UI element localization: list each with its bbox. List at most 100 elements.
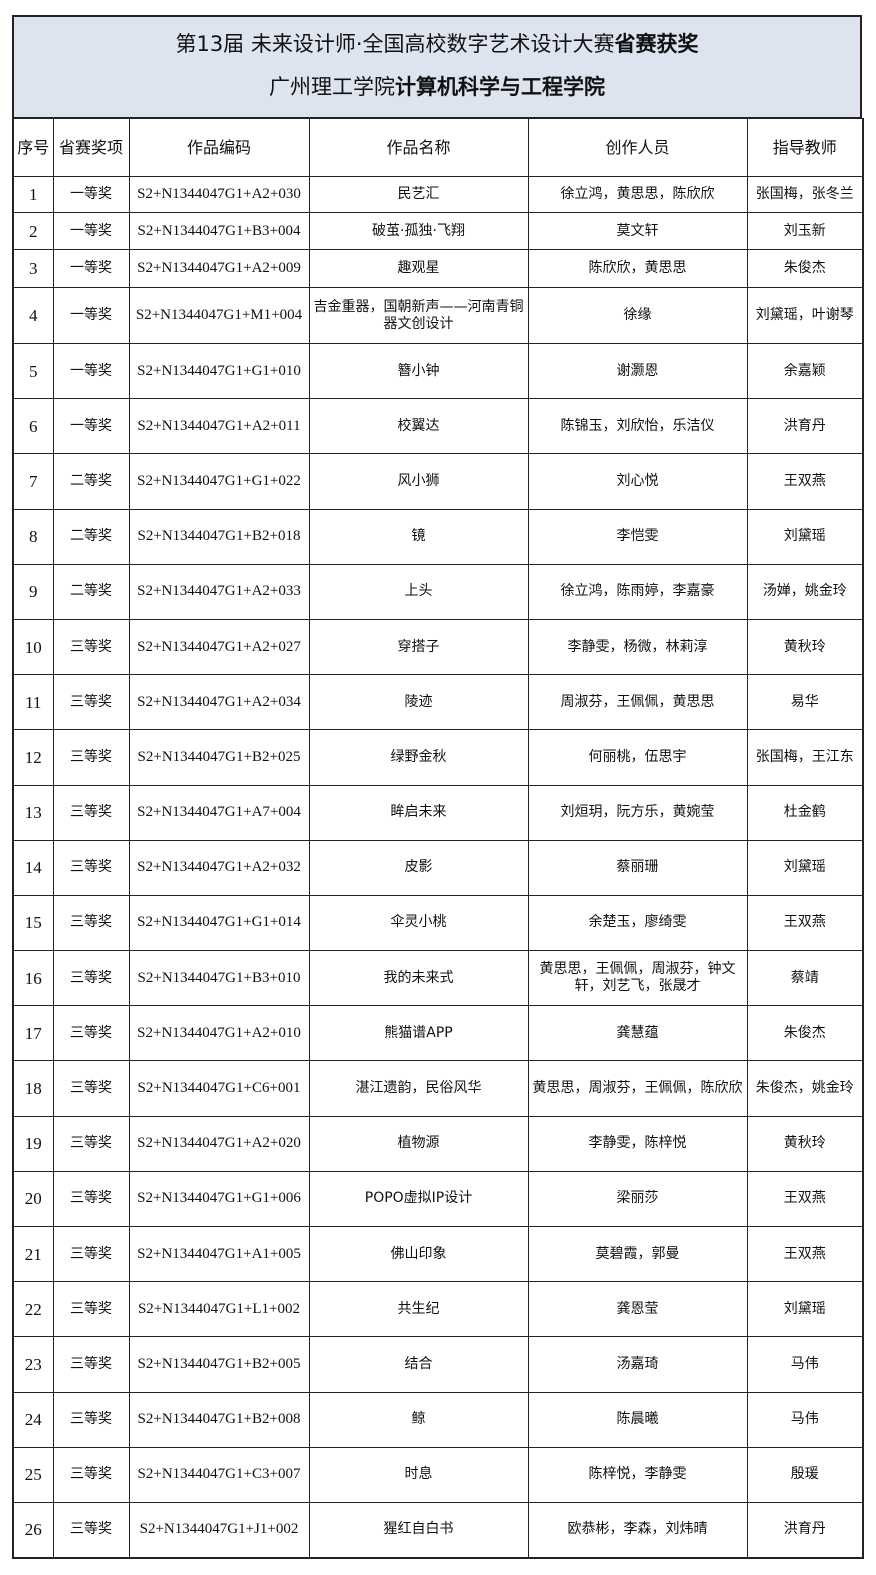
index-cell: 18 (12, 1060, 54, 1117)
code-cell: S2+N1344047G1+G1+010 (128, 342, 310, 400)
table-row: 15 三等奖 S2+N1344047G1+G1+014 伞灵小桃 余楚玉，廖绮雯 王双燕 (12, 894, 864, 952)
advisor-cell: 王双燕 (746, 1170, 864, 1228)
advisor-cell: 马伟 (746, 1336, 864, 1393)
index-cell: 5 (12, 342, 54, 400)
work-cell: 湛江遗韵，民俗风华 (308, 1060, 529, 1117)
award-cell: 一等奖 (52, 398, 130, 455)
subtitle-line: 广州理工学院计算机科学与工程学院 (14, 55, 860, 98)
work-cell: 镜 (308, 508, 529, 565)
advisor-cell: 王双燕 (746, 1225, 864, 1283)
code-cell: S2+N1344047G1+A2+020 (128, 1115, 310, 1172)
index-cell: 22 (12, 1281, 54, 1338)
advisor-cell: 蔡靖 (746, 950, 864, 1007)
code-cell: S2+N1344047G1+L1+002 (128, 1281, 310, 1338)
creators-cell: 李恺雯 (527, 508, 748, 565)
award-cell: 三等奖 (52, 674, 130, 731)
code-cell: S2+N1344047G1+B2+008 (128, 1391, 310, 1448)
work-cell: 陵迹 (308, 674, 529, 731)
table-row: 13 三等奖 S2+N1344047G1+A7+004 眸启未来 刘烜玥，阮方乐，黄婉莹… (12, 784, 864, 841)
award-cell: 一等奖 (52, 249, 130, 288)
code-cell: S2+N1344047G1+A2+032 (128, 839, 310, 896)
award-cell: 三等奖 (52, 1225, 130, 1283)
advisor-cell: 刘黛瑶，叶谢琴 (746, 287, 864, 344)
work-cell: 结合 (308, 1336, 529, 1393)
award-cell: 三等奖 (52, 1446, 130, 1503)
index-cell: 15 (12, 894, 54, 952)
index-cell: 19 (12, 1115, 54, 1172)
work-cell: 上头 (308, 563, 529, 620)
code-cell: S2+N1344047G1+A2+009 (128, 249, 310, 288)
award-cell: 三等奖 (52, 618, 130, 676)
creators-cell: 何丽桃，伍思宇 (527, 729, 748, 786)
advisor-cell: 朱俊杰，姚金玲 (746, 1060, 864, 1117)
advisor-cell: 朱俊杰 (746, 1005, 864, 1062)
work-cell: 猩红自白书 (308, 1501, 529, 1559)
code-cell: S2+N1344047G1+G1+014 (128, 894, 310, 952)
advisor-cell: 汤婵，姚金玲 (746, 563, 864, 620)
code-cell: S2+N1344047G1+B3+004 (128, 212, 310, 250)
award-cell: 三等奖 (52, 950, 130, 1007)
code-cell: S2+N1344047G1+A1+005 (128, 1225, 310, 1283)
creators-cell: 龚恩莹 (527, 1281, 748, 1338)
index-cell: 14 (12, 839, 54, 896)
award-cell: 二等奖 (52, 453, 130, 510)
advisor-cell: 朱俊杰 (746, 249, 864, 288)
index-cell: 25 (12, 1446, 54, 1503)
table-row: 19 三等奖 S2+N1344047G1+A2+020 植物源 李静雯，陈梓悦 黄秋玲 (12, 1115, 864, 1172)
index-cell: 3 (12, 249, 54, 288)
index-cell: 10 (12, 618, 54, 676)
creators-cell: 谢灏恩 (527, 342, 748, 400)
advisor-cell: 洪育丹 (746, 398, 864, 455)
creators-cell: 徐立鸿，陈雨婷，李嘉豪 (527, 563, 748, 620)
header-cell: 序号 (12, 118, 54, 177)
award-cell: 二等奖 (52, 508, 130, 565)
creators-cell: 陈晨曦 (527, 1391, 748, 1448)
table-row: 6 一等奖 S2+N1344047G1+A2+011 校翼达 陈锦玉，刘欣怡，乐洁仪 洪育… (12, 398, 864, 455)
award-cell: 一等奖 (52, 212, 130, 250)
header-cell: 创作人员 (527, 118, 748, 177)
index-cell: 23 (12, 1336, 54, 1393)
code-cell: S2+N1344047G1+A7+004 (128, 784, 310, 841)
table-row: 5 一等奖 S2+N1344047G1+G1+010 簪小钟 谢灏恩 余嘉颖 (12, 342, 864, 400)
award-cell: 三等奖 (52, 1391, 130, 1448)
code-cell: S2+N1344047G1+G1+022 (128, 453, 310, 510)
advisor-cell: 余嘉颖 (746, 342, 864, 400)
creators-cell: 黄思思，周淑芬，王佩佩，陈欣欣 (527, 1060, 748, 1117)
work-cell: 簪小钟 (308, 342, 529, 400)
code-cell: S2+N1344047G1+M1+004 (128, 287, 310, 344)
advisor-cell: 马伟 (746, 1391, 864, 1448)
index-cell: 24 (12, 1391, 54, 1448)
code-cell: S2+N1344047G1+B2+025 (128, 729, 310, 786)
table-row: 1 一等奖 S2+N1344047G1+A2+030 民艺汇 徐立鸿，黄思思，陈欣欣 张国… (12, 176, 864, 213)
work-cell: 穿搭子 (308, 618, 529, 676)
index-cell: 26 (12, 1501, 54, 1559)
index-cell: 16 (12, 950, 54, 1007)
award-cell: 三等奖 (52, 1115, 130, 1172)
code-cell: S2+N1344047G1+A2+011 (128, 398, 310, 455)
table-row: 4 一等奖 S2+N1344047G1+M1+004 吉金重器，国朝新声——河南青铜器… (12, 287, 864, 344)
header-cell: 指导教师 (746, 118, 864, 177)
work-cell: 共生纪 (308, 1281, 529, 1338)
work-cell: 鲸 (308, 1391, 529, 1448)
index-cell: 17 (12, 1005, 54, 1062)
code-cell: S2+N1344047G1+B2+005 (128, 1336, 310, 1393)
table-row: 12 三等奖 S2+N1344047G1+B2+025 绿野金秋 何丽桃，伍思宇 张国梅，… (12, 729, 864, 786)
header-cell: 作品名称 (308, 118, 529, 177)
index-cell: 2 (12, 212, 54, 250)
award-table: 序号 省赛奖项 作品编码 作品名称 创作人员 指导教师 1 一等奖 S2+N1344047G1… (12, 118, 864, 1559)
table-row: 10 三等奖 S2+N1344047G1+A2+027 穿搭子 李静雯，杨微，林莉淳 黄秋… (12, 618, 864, 676)
work-cell: 破茧·孤独·飞翔 (308, 212, 529, 250)
table-row: 8 二等奖 S2+N1344047G1+B2+018 镜李恺雯 刘黛瑶 (12, 508, 864, 565)
creators-cell: 刘心悦 (527, 453, 748, 510)
table-row: 17 三等奖 S2+N1344047G1+A2+010 熊猫谱APP 龚慧蕴 朱俊杰 (12, 1005, 864, 1062)
work-cell: 绿野金秋 (308, 729, 529, 786)
title-text: 第13届 未来设计师·全国高校数字艺术设计大赛 (175, 32, 615, 56)
work-cell: 吉金重器，国朝新声——河南青铜器文创设计 (308, 287, 529, 344)
advisor-cell: 刘黛瑶 (746, 839, 864, 896)
index-cell: 11 (12, 674, 54, 731)
award-cell: 三等奖 (52, 1060, 130, 1117)
index-cell: 4 (12, 287, 54, 344)
advisor-cell: 杜金鹤 (746, 784, 864, 841)
code-cell: S2+N1344047G1+A2+030 (128, 176, 310, 213)
work-cell: 佛山印象 (308, 1225, 529, 1283)
